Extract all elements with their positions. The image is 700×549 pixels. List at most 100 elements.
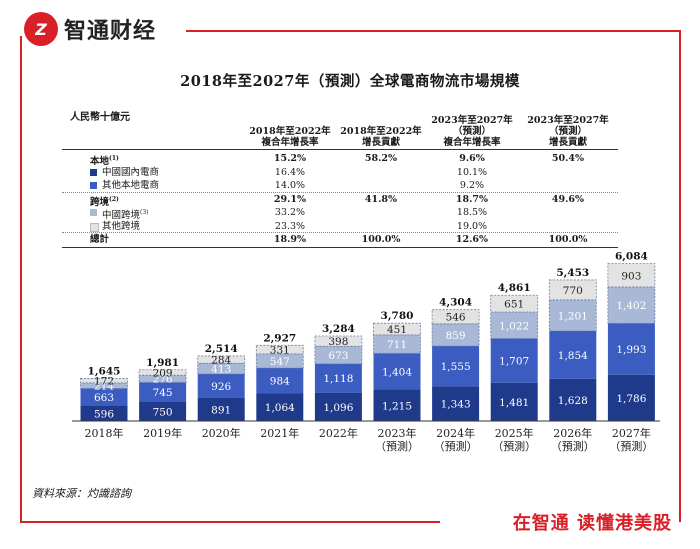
bar-total-label: 6,084 xyxy=(615,251,648,263)
bar-segment xyxy=(197,362,246,375)
table-top-rule xyxy=(62,149,618,150)
slogan: 在智通 读懂港美股 xyxy=(512,513,672,534)
bar-value-label: 1,343 xyxy=(441,399,471,411)
table-row-label: 本地(1) xyxy=(90,155,119,168)
bar-segment xyxy=(373,334,421,354)
bar-value-label: 984 xyxy=(270,376,290,388)
bar-value-label: 1,628 xyxy=(558,395,588,407)
table-cell: 18.9% xyxy=(273,234,307,245)
bar-value-label: 451 xyxy=(387,324,407,336)
table-header-3: 2023年至2027年 （預測） 複合年增長率 xyxy=(431,115,513,148)
x-tick-label: 2023年 xyxy=(378,426,417,440)
x-tick-label: 2024年 xyxy=(436,426,475,440)
bar-segment xyxy=(314,345,363,365)
bar-segment xyxy=(255,353,304,369)
table-cell: 9.2% xyxy=(459,180,485,191)
bar-value-label: 546 xyxy=(446,312,466,324)
bar-segment xyxy=(549,378,597,421)
x-tick-label: （預測） xyxy=(609,439,653,453)
bar-segment xyxy=(255,344,304,355)
bar-segment xyxy=(490,382,538,421)
bar-segment xyxy=(138,374,187,383)
bar-value-label: 750 xyxy=(153,406,173,418)
bar-value-label: 673 xyxy=(328,350,348,362)
bar-segment xyxy=(373,353,421,390)
bar-segment xyxy=(197,355,246,364)
table-cell: 100.0% xyxy=(548,234,588,245)
bar-value-label: 745 xyxy=(153,387,173,399)
bar-segment xyxy=(431,309,480,325)
bar-value-label: 926 xyxy=(211,381,231,393)
table-rule xyxy=(62,232,618,233)
bar-segment xyxy=(256,393,304,421)
bar-segment xyxy=(432,346,480,387)
bar-value-label: 663 xyxy=(94,392,114,404)
table-row-label: 中國國內電商 xyxy=(102,166,160,178)
bar-value-label: 1,786 xyxy=(616,393,646,405)
table-row: 中國國內電商 16.4% 10.1% xyxy=(62,166,622,179)
bar-segment xyxy=(607,286,656,324)
table-unit: 人民幣十億元 xyxy=(70,112,130,123)
x-tick-label: 2026年 xyxy=(553,426,592,440)
bar-segment xyxy=(490,294,539,313)
legend-swatch xyxy=(90,209,97,216)
brand-name: 智通财经 xyxy=(64,19,157,44)
table-cell: 41.8% xyxy=(364,193,398,205)
table-cell: 58.2% xyxy=(364,153,398,164)
bar-value-label: 172 xyxy=(94,376,114,388)
table-cell: 49.6% xyxy=(551,193,585,205)
table-row: 總計 18.9% 100.0% 12.6% 100.0% xyxy=(62,233,622,246)
bar-segment xyxy=(314,363,362,393)
bar-value-label: 547 xyxy=(270,356,290,368)
table-cell: 15.2% xyxy=(273,153,307,164)
legend-swatch xyxy=(90,168,97,176)
bar-value-label: 1,201 xyxy=(558,310,588,322)
table-cell: 9.6% xyxy=(459,153,485,164)
bar-total-label: 1,645 xyxy=(88,365,121,377)
bar-segment xyxy=(80,382,128,389)
bar-total-label: 2,927 xyxy=(263,332,296,344)
bar-total-label: 4,304 xyxy=(439,297,472,309)
brand[interactable]: Z 智通财经 xyxy=(24,12,156,46)
bar-total-label: 1,981 xyxy=(146,357,179,369)
table-row-label: 跨境(2) xyxy=(90,195,119,208)
bar-value-label: 1,402 xyxy=(616,300,646,312)
bar-segment xyxy=(139,401,187,421)
bar-value-label: 1,404 xyxy=(382,366,412,378)
bar-value-label: 1,854 xyxy=(558,350,588,362)
bar-value-label: 859 xyxy=(446,330,466,342)
table-cell: 29.1% xyxy=(273,193,307,205)
bar-total-label: 3,780 xyxy=(381,310,414,322)
table-row: 本地(1) 15.2% 58.2% 9.6% 50.4% xyxy=(62,152,622,168)
frame-top-line xyxy=(186,30,680,32)
brand-logo-icon: Z xyxy=(24,12,58,46)
table-row-label: 中國跨境(3) xyxy=(102,209,149,222)
x-tick-label: 2021年 xyxy=(260,426,299,440)
bar-segment xyxy=(607,323,655,375)
x-tick-label: 2027年 xyxy=(612,426,651,440)
bar-value-label: 1,993 xyxy=(616,344,646,356)
bar-segment xyxy=(139,382,187,402)
bar-segment xyxy=(197,397,245,421)
bar-total-label: 3,284 xyxy=(322,323,355,335)
bar-value-label: 209 xyxy=(153,367,173,379)
legend-swatch xyxy=(90,222,99,232)
bar-value-label: 651 xyxy=(504,299,524,311)
table-row: 中國跨境(3) 33.2% 18.5% xyxy=(62,206,622,222)
table-row-label: 其他跨境 xyxy=(102,220,141,232)
table-row-label: 其他本地電商 xyxy=(102,180,160,191)
bar-segment xyxy=(373,322,421,336)
bar-value-label: 1,064 xyxy=(265,402,295,414)
legend-swatch xyxy=(90,182,97,189)
bar-value-label: 1,022 xyxy=(499,320,529,332)
bar-value-label: 891 xyxy=(211,404,231,416)
bar-value-label: 1,096 xyxy=(323,402,353,414)
bar-value-label: 711 xyxy=(387,339,407,351)
x-tick-label: （預測） xyxy=(551,439,595,453)
bar-segment xyxy=(548,279,597,301)
table-row: 其他本地電商 14.0% 9.2% xyxy=(62,179,622,192)
bar-segment xyxy=(373,389,421,421)
bar-value-label: 331 xyxy=(270,345,290,357)
frame-bottom-line xyxy=(20,521,440,523)
